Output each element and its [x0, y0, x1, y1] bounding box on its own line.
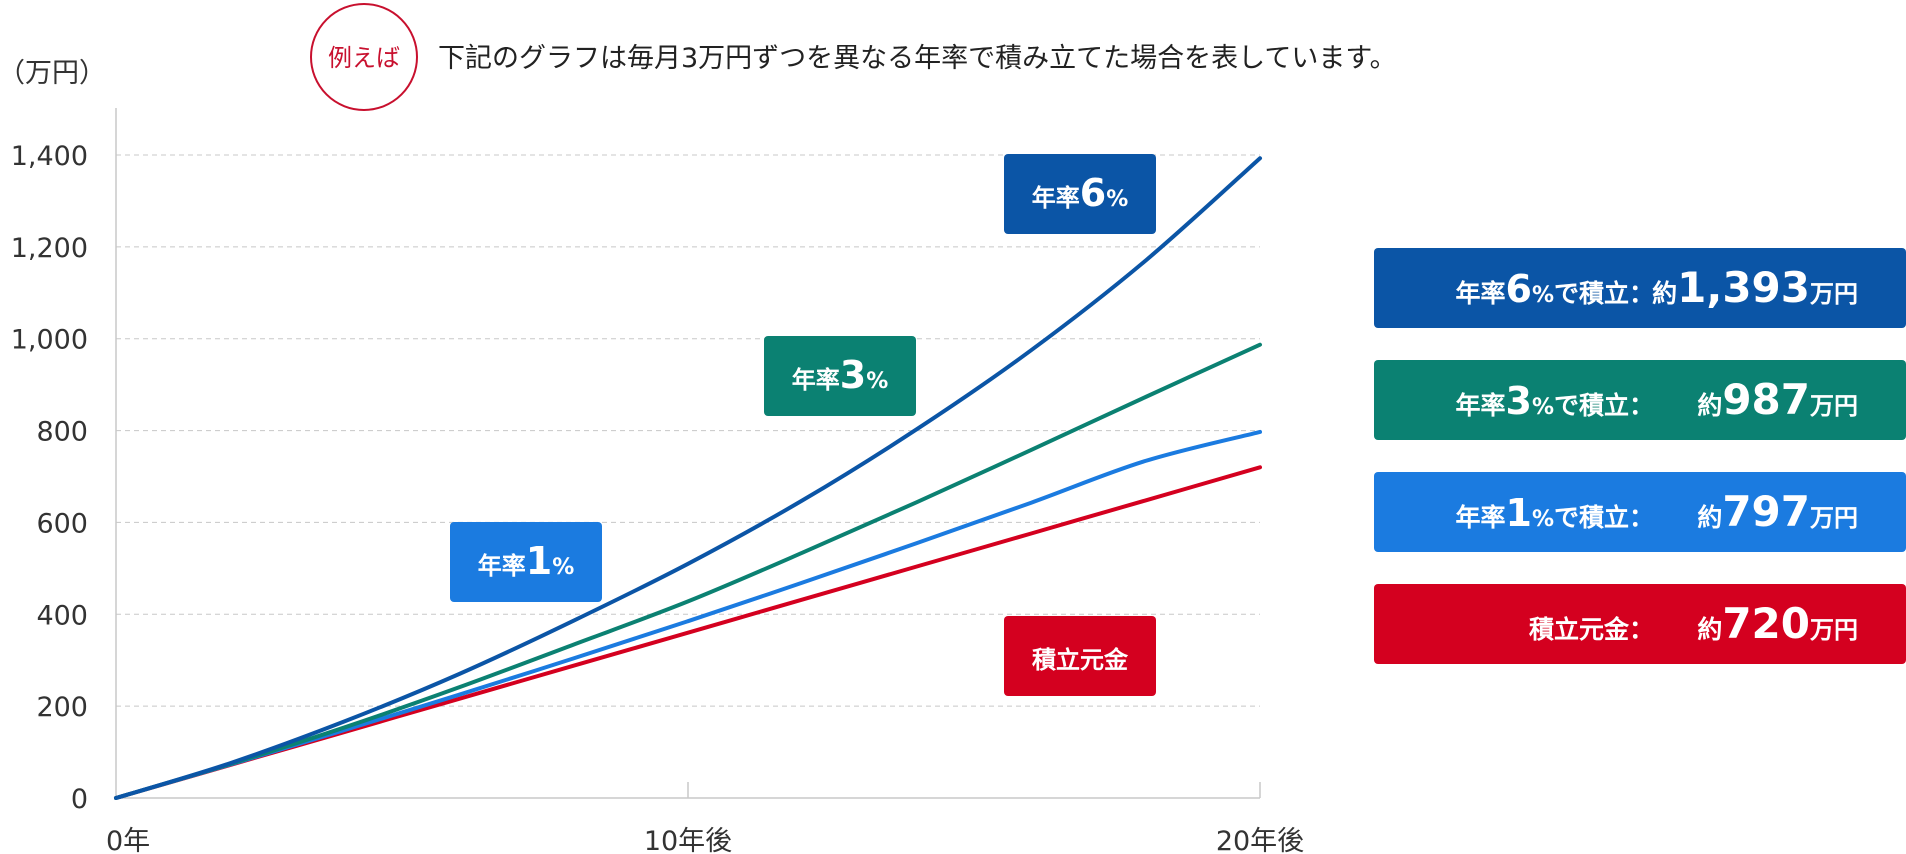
y-tick-label: 1,000 — [11, 325, 88, 356]
legend-unit: 万円 — [1810, 280, 1858, 308]
annotation-tag: 年率1% — [450, 522, 602, 602]
annotation-tag: 年率3% — [764, 336, 916, 416]
annotation-label: 積立元金 — [1032, 646, 1129, 674]
annotation-box — [450, 522, 602, 602]
badge-label: 例えば — [328, 44, 400, 72]
legend-amount: 約1,393万円 — [1652, 263, 1858, 312]
legend-pre: 約 — [1652, 279, 1677, 308]
legend-pre: 約 — [1697, 615, 1722, 644]
grid-layer — [116, 154, 1260, 707]
y-tick-label: 400 — [36, 600, 88, 631]
legend-mid: で積立： — [1554, 391, 1654, 420]
annotation-label: 年率3% — [792, 353, 889, 397]
annotation-box — [1004, 154, 1156, 234]
legend-amount: 797 — [1722, 487, 1810, 536]
legend-amount: 987 — [1722, 375, 1810, 424]
annotation-part: 1 — [526, 539, 552, 583]
annotation-box — [764, 336, 916, 416]
y-tick-label: 1,400 — [11, 141, 88, 172]
legend-unit: 万円 — [1810, 504, 1858, 532]
legend-prefix: 積立元金： — [1529, 615, 1654, 644]
annotation-part: 3 — [840, 353, 866, 397]
legend-mid: で積立： — [1554, 503, 1654, 532]
legend-amount: 720 — [1722, 599, 1810, 648]
annotation-tag: 年率6% — [1004, 154, 1156, 234]
y-tick-label: 200 — [36, 692, 88, 723]
annotation-layer: 年率6%年率3%年率1%積立元金 — [450, 154, 1156, 696]
legend-pre: 約 — [1697, 391, 1722, 420]
y-axis-unit: （万円） — [0, 58, 106, 89]
legend-item: 年率6%で積立：約1,393万円 — [1374, 248, 1906, 328]
annotation-part: 積立元金 — [1032, 646, 1129, 674]
legend-mid: で積立： — [1554, 279, 1654, 308]
badge-circle — [310, 3, 418, 111]
annotation-part: 年率 — [478, 552, 526, 580]
annotation-part: 6 — [1080, 171, 1106, 215]
series-layer — [114, 156, 1262, 800]
legend-rate: 1 — [1505, 491, 1531, 535]
legend-box — [1374, 360, 1906, 440]
x-tick-label: 20年後 — [1216, 826, 1304, 854]
legend-item: 年率3%で積立： 約987万円 — [1374, 360, 1906, 440]
annotation-part: % — [552, 555, 574, 580]
legend-pre: 約 — [1697, 503, 1722, 532]
axis-layer: 0 200 400 600 800 1,000 1,200 1,400 0年 10年後 20年後 — [11, 108, 1304, 854]
legend-description: 積立元金： — [1529, 615, 1654, 644]
annotation-tag: 積立元金 — [1004, 616, 1156, 696]
legend-pct: % — [1532, 283, 1554, 308]
legend-box — [1374, 472, 1906, 552]
legend-prefix: 年率 — [1455, 503, 1505, 532]
y-tick-label: 600 — [36, 508, 88, 539]
y-tick-label: 0 — [71, 784, 88, 815]
annotation-label: 年率1% — [478, 539, 575, 583]
legend-box — [1374, 248, 1906, 328]
legend-prefix: 年率 — [1455, 391, 1505, 420]
legend-description: 年率6%で積立： — [1455, 267, 1654, 311]
series-line — [114, 342, 1262, 800]
legend-pct: % — [1532, 395, 1554, 420]
legend-item: 年率1%で積立： 約797万円 — [1374, 472, 1906, 552]
annotation-part: % — [866, 369, 888, 394]
chart-caption: 下記のグラフは毎月3万円ずつを異なる年率で積み立てた場合を表しています。 — [438, 43, 1397, 74]
annotation-box — [1004, 616, 1156, 696]
legend-description: 年率3%で積立： — [1455, 379, 1654, 423]
annotation-label: 年率6% — [1032, 171, 1129, 215]
legend-rate: 3 — [1505, 379, 1531, 423]
annotation-part: 年率 — [792, 366, 840, 394]
legend-rate: 6 — [1505, 267, 1531, 311]
legend-amount: 約987万円 — [1697, 375, 1858, 424]
annotation-part: % — [1106, 187, 1128, 212]
y-tick-label: 800 — [36, 417, 88, 448]
legend-unit: 万円 — [1810, 392, 1858, 420]
legend-amount: 1,393 — [1677, 263, 1810, 312]
legend-box — [1374, 584, 1906, 664]
legend-pct: % — [1532, 507, 1554, 532]
legend-amount: 約797万円 — [1697, 487, 1858, 536]
legend-item: 積立元金： 約720万円 — [1374, 584, 1906, 664]
annotation-part: 年率 — [1032, 184, 1080, 212]
y-tick-label: 1,200 — [11, 233, 88, 264]
legend-unit: 万円 — [1810, 616, 1858, 644]
legend-description: 年率1%で積立： — [1455, 491, 1654, 535]
legend-amount: 約720万円 — [1697, 599, 1858, 648]
x-tick-label: 10年後 — [644, 826, 732, 854]
legend-prefix: 年率 — [1455, 279, 1505, 308]
series-line — [114, 156, 1262, 800]
x-tick-label: 0年 — [106, 826, 150, 854]
